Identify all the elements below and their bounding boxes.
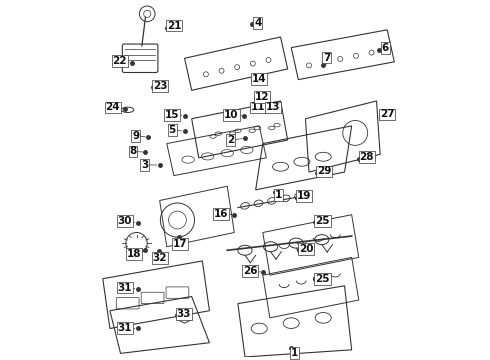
Text: 25: 25 xyxy=(315,216,330,226)
Text: 25: 25 xyxy=(315,274,330,284)
Text: 2: 2 xyxy=(227,135,234,145)
Text: 24: 24 xyxy=(105,102,120,112)
Text: 22: 22 xyxy=(113,56,127,66)
Text: 6: 6 xyxy=(382,43,389,53)
Text: 11: 11 xyxy=(251,102,266,112)
Text: 13: 13 xyxy=(266,102,280,112)
Text: 12: 12 xyxy=(255,92,270,102)
Text: 17: 17 xyxy=(173,239,188,249)
Text: 23: 23 xyxy=(153,81,168,91)
Text: 8: 8 xyxy=(129,147,137,157)
Text: 1: 1 xyxy=(291,348,298,358)
Text: 16: 16 xyxy=(214,209,228,219)
Text: 31: 31 xyxy=(118,283,132,293)
Text: 14: 14 xyxy=(252,74,267,84)
Text: 7: 7 xyxy=(323,53,330,63)
Text: 5: 5 xyxy=(169,125,176,135)
Text: 20: 20 xyxy=(299,244,314,254)
Text: 33: 33 xyxy=(176,309,191,319)
Text: 26: 26 xyxy=(243,266,258,276)
Text: 10: 10 xyxy=(224,110,239,120)
Text: 29: 29 xyxy=(317,166,331,176)
Text: 9: 9 xyxy=(132,131,140,141)
Text: 4: 4 xyxy=(254,18,262,28)
Text: 30: 30 xyxy=(118,216,132,226)
Text: 27: 27 xyxy=(380,109,394,120)
Text: 18: 18 xyxy=(127,249,141,259)
Text: 21: 21 xyxy=(167,21,181,31)
Text: 31: 31 xyxy=(118,323,132,333)
Text: 28: 28 xyxy=(359,152,374,162)
Text: 1: 1 xyxy=(275,190,282,200)
Text: 32: 32 xyxy=(152,253,167,263)
Text: 15: 15 xyxy=(165,110,179,120)
Text: 19: 19 xyxy=(296,191,311,201)
Text: 3: 3 xyxy=(141,160,148,170)
